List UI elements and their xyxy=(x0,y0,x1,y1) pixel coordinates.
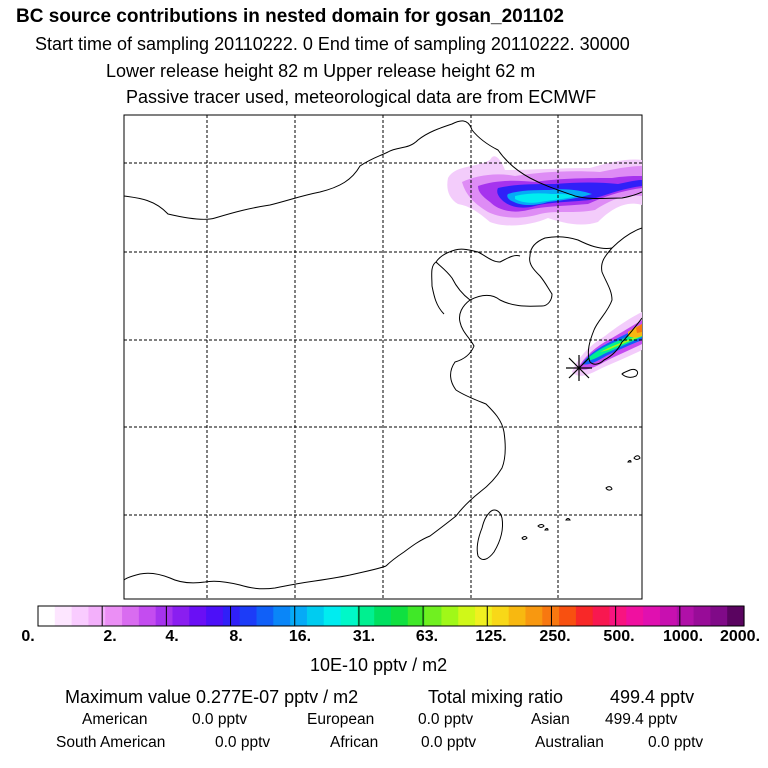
total-mixing-ratio-label: Total mixing ratio xyxy=(428,687,564,707)
colorbar-cell xyxy=(138,606,157,626)
plume-north xyxy=(447,156,642,226)
colorbar-cell xyxy=(38,606,56,626)
region-value-asian: 499.4 pptv xyxy=(605,711,678,728)
colorbar-cell xyxy=(407,606,426,626)
colorbar-cell xyxy=(475,606,493,626)
colorbar-cell xyxy=(391,606,409,626)
colorbar-cell xyxy=(374,606,392,626)
region-value-african: 0.0 pptv xyxy=(421,734,477,751)
region-name-african: African xyxy=(330,734,379,751)
region-name-american: American xyxy=(82,711,148,728)
subtitle-sampling-times: Start time of sampling 20110222. 0 End t… xyxy=(35,34,630,54)
colorbar-tick-label: 2000. xyxy=(719,628,761,645)
colorbar-tick-label: 1000. xyxy=(662,628,704,645)
colorbar-cell xyxy=(189,606,207,626)
colorbar-cell xyxy=(693,606,711,626)
colorbar-cell xyxy=(508,606,527,626)
colorbar-cell xyxy=(256,606,274,626)
region-value-australian: 0.0 pptv xyxy=(648,734,704,751)
colorbar-cell xyxy=(491,606,510,626)
coastlines xyxy=(124,120,642,590)
region-name-asian: Asian xyxy=(531,711,570,728)
colorbar-cell xyxy=(239,606,258,626)
colorbar-cell xyxy=(525,606,543,626)
subtitle-tracer-info: Passive tracer used, meteorological data… xyxy=(126,87,597,107)
colorbar-cell xyxy=(727,606,745,626)
colorbar-cell xyxy=(441,606,459,626)
colorbar-cell xyxy=(575,606,594,626)
max-value-label: Maximum value 0.277E-07 pptv / m2 xyxy=(65,687,359,707)
colorbar-cell xyxy=(559,606,577,626)
colorbar-tick-label: 125. xyxy=(475,628,507,645)
colorbar-cell xyxy=(609,606,627,626)
colorbar-cell xyxy=(222,606,241,626)
map-grid xyxy=(124,115,642,599)
colorbar-cell xyxy=(155,606,174,626)
subtitle-release-heights: Lower release height 82 m Upper release … xyxy=(106,61,536,81)
colorbar-cell xyxy=(458,606,476,626)
colorbar xyxy=(38,606,745,626)
colorbar-tick-label: 250. xyxy=(539,628,571,645)
total-mixing-ratio-value: 499.4 pptv xyxy=(610,687,695,707)
region-name-european: European xyxy=(307,711,375,728)
colorbar-tick-label: 16. xyxy=(288,628,312,645)
region-name-australian: Australian xyxy=(535,734,604,751)
colorbar-cell xyxy=(172,606,190,626)
region-name-south-american: South American xyxy=(56,734,166,751)
colorbar-cell xyxy=(54,606,73,626)
receptor-star-icon xyxy=(566,355,592,381)
region-value-european: 0.0 pptv xyxy=(418,711,474,728)
colorbar-cell xyxy=(273,606,291,626)
colorbar-cell xyxy=(592,606,611,626)
colorbar-cell xyxy=(626,606,644,626)
colorbar-cell xyxy=(424,606,443,626)
colorbar-unit-label: 10E-10 pptv / m2 xyxy=(310,655,448,675)
colorbar-cell xyxy=(306,606,325,626)
colorbar-tick-label: 63. xyxy=(415,628,439,645)
colorbar-tick-label: 31. xyxy=(352,628,376,645)
colorbar-ticks xyxy=(101,606,681,626)
colorbar-frame xyxy=(37,605,745,627)
colorbar-cell xyxy=(122,606,140,626)
colorbar-tick-label: 8. xyxy=(229,628,243,645)
colorbar-cell xyxy=(357,606,375,626)
colorbar-cell xyxy=(643,606,661,626)
colorbar-tick-label: 500. xyxy=(603,628,635,645)
colorbar-cell xyxy=(206,606,224,626)
colorbar-tick-label: 2. xyxy=(103,628,117,645)
chart-title: BC source contributions in nested domain… xyxy=(16,6,564,27)
colorbar-cell xyxy=(676,606,695,626)
colorbar-cell xyxy=(659,606,678,626)
colorbar-cell xyxy=(88,606,106,626)
colorbar-cell xyxy=(710,606,728,626)
colorbar-cell xyxy=(105,606,123,626)
colorbar-cell xyxy=(340,606,358,626)
colorbar-tick-label: 4. xyxy=(165,628,179,645)
colorbar-tick-label: 0. xyxy=(21,628,35,645)
colorbar-cell xyxy=(290,606,308,626)
colorbar-cell xyxy=(323,606,342,626)
colorbar-cell xyxy=(71,606,90,626)
region-value-american: 0.0 pptv xyxy=(192,711,248,728)
region-value-south-american: 0.0 pptv xyxy=(215,734,271,751)
